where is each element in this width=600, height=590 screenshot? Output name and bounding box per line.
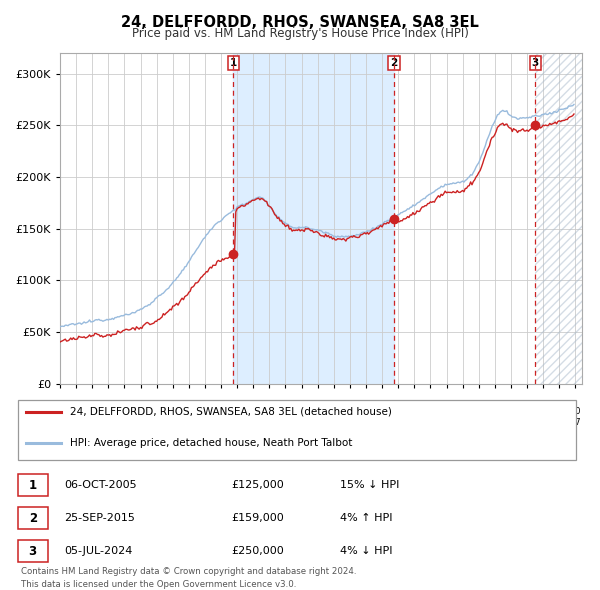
Text: £159,000: £159,000 <box>231 513 284 523</box>
Text: 20
06: 20 06 <box>232 407 242 427</box>
Text: This data is licensed under the Open Government Licence v3.0.: This data is licensed under the Open Gov… <box>20 580 296 589</box>
Text: 19
98: 19 98 <box>103 407 113 427</box>
Text: 20
19: 20 19 <box>441 407 452 427</box>
Text: 20
26: 20 26 <box>554 407 565 427</box>
Text: 20
13: 20 13 <box>344 407 355 427</box>
Text: 20
00: 20 00 <box>135 407 146 427</box>
Text: 4% ↑ HPI: 4% ↑ HPI <box>340 513 393 523</box>
Text: £250,000: £250,000 <box>231 546 284 556</box>
Text: 19
96: 19 96 <box>71 407 82 427</box>
Text: 20
09: 20 09 <box>280 407 291 427</box>
Text: 20
02: 20 02 <box>167 407 178 427</box>
Text: 06-OCT-2005: 06-OCT-2005 <box>64 480 136 490</box>
Text: 20
04: 20 04 <box>200 407 210 427</box>
Text: 20
21: 20 21 <box>473 407 484 427</box>
Text: 4% ↓ HPI: 4% ↓ HPI <box>340 546 393 556</box>
Text: 05-JUL-2024: 05-JUL-2024 <box>64 546 132 556</box>
Text: 2: 2 <box>390 58 397 68</box>
Text: 20
12: 20 12 <box>329 407 339 427</box>
Text: 20
14: 20 14 <box>361 407 371 427</box>
Text: 20
08: 20 08 <box>264 407 275 427</box>
Text: 1: 1 <box>230 58 237 68</box>
Text: 20
18: 20 18 <box>425 407 436 427</box>
Text: 20
20: 20 20 <box>457 407 468 427</box>
Text: 20
22: 20 22 <box>490 407 500 427</box>
Text: HPI: Average price, detached house, Neath Port Talbot: HPI: Average price, detached house, Neat… <box>70 438 352 448</box>
Bar <box>535 53 582 384</box>
Text: 19
97: 19 97 <box>87 407 98 427</box>
Text: 2: 2 <box>29 512 37 525</box>
Text: 20
23: 20 23 <box>506 407 516 427</box>
Text: Price paid vs. HM Land Registry's House Price Index (HPI): Price paid vs. HM Land Registry's House … <box>131 27 469 40</box>
Text: 3: 3 <box>29 545 37 558</box>
Bar <box>535 53 582 384</box>
Text: 20
25: 20 25 <box>538 407 548 427</box>
Text: 24, DELFFORDD, RHOS, SWANSEA, SA8 3EL (detached house): 24, DELFFORDD, RHOS, SWANSEA, SA8 3EL (d… <box>70 407 391 417</box>
Text: 20
11: 20 11 <box>313 407 323 427</box>
Text: 20
07: 20 07 <box>248 407 259 427</box>
Text: 20
16: 20 16 <box>393 407 403 427</box>
Text: 1: 1 <box>29 478 37 491</box>
Text: 20
03: 20 03 <box>184 407 194 427</box>
FancyBboxPatch shape <box>18 400 577 460</box>
Text: 20
27: 20 27 <box>570 407 581 427</box>
FancyBboxPatch shape <box>18 474 48 496</box>
Text: 20
10: 20 10 <box>296 407 307 427</box>
Text: 20
05: 20 05 <box>216 407 226 427</box>
Text: £125,000: £125,000 <box>231 480 284 490</box>
Text: 15% ↓ HPI: 15% ↓ HPI <box>340 480 400 490</box>
Text: 25-SEP-2015: 25-SEP-2015 <box>64 513 135 523</box>
Bar <box>233 53 394 384</box>
FancyBboxPatch shape <box>18 507 48 529</box>
Text: 20
17: 20 17 <box>409 407 419 427</box>
Text: 19
99: 19 99 <box>119 407 130 427</box>
FancyBboxPatch shape <box>18 540 48 562</box>
Text: Contains HM Land Registry data © Crown copyright and database right 2024.: Contains HM Land Registry data © Crown c… <box>20 567 356 576</box>
Text: 3: 3 <box>532 58 539 68</box>
Text: 24, DELFFORDD, RHOS, SWANSEA, SA8 3EL: 24, DELFFORDD, RHOS, SWANSEA, SA8 3EL <box>121 15 479 30</box>
Text: 20
24: 20 24 <box>522 407 532 427</box>
Text: 20
15: 20 15 <box>377 407 388 427</box>
Text: 20
01: 20 01 <box>151 407 162 427</box>
Text: 19
95: 19 95 <box>55 407 65 427</box>
